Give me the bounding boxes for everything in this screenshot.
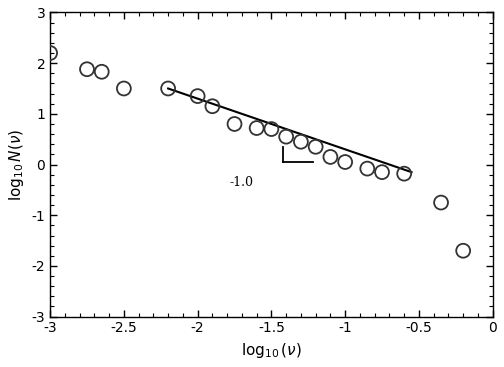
Point [46,50,54,56]
Text: -1.0: -1.0 [230,176,254,189]
Point [164,86,172,91]
Point [83,66,91,72]
Point [98,69,106,75]
Point [194,93,202,99]
Point [400,171,408,177]
Point [282,134,290,139]
Point [327,154,335,160]
Point [311,144,320,150]
Point [267,126,275,132]
Point [459,248,467,254]
X-axis label: $\log_{10}(\nu)$: $\log_{10}(\nu)$ [241,341,302,360]
Point [297,139,305,145]
Point [208,103,216,109]
Point [120,86,128,91]
Point [378,169,386,175]
Point [341,159,349,165]
Y-axis label: $\log_{10}N(\nu)$: $\log_{10}N(\nu)$ [7,128,26,201]
Point [437,200,445,206]
Point [253,125,261,131]
Point [230,121,238,127]
Point [363,166,371,171]
